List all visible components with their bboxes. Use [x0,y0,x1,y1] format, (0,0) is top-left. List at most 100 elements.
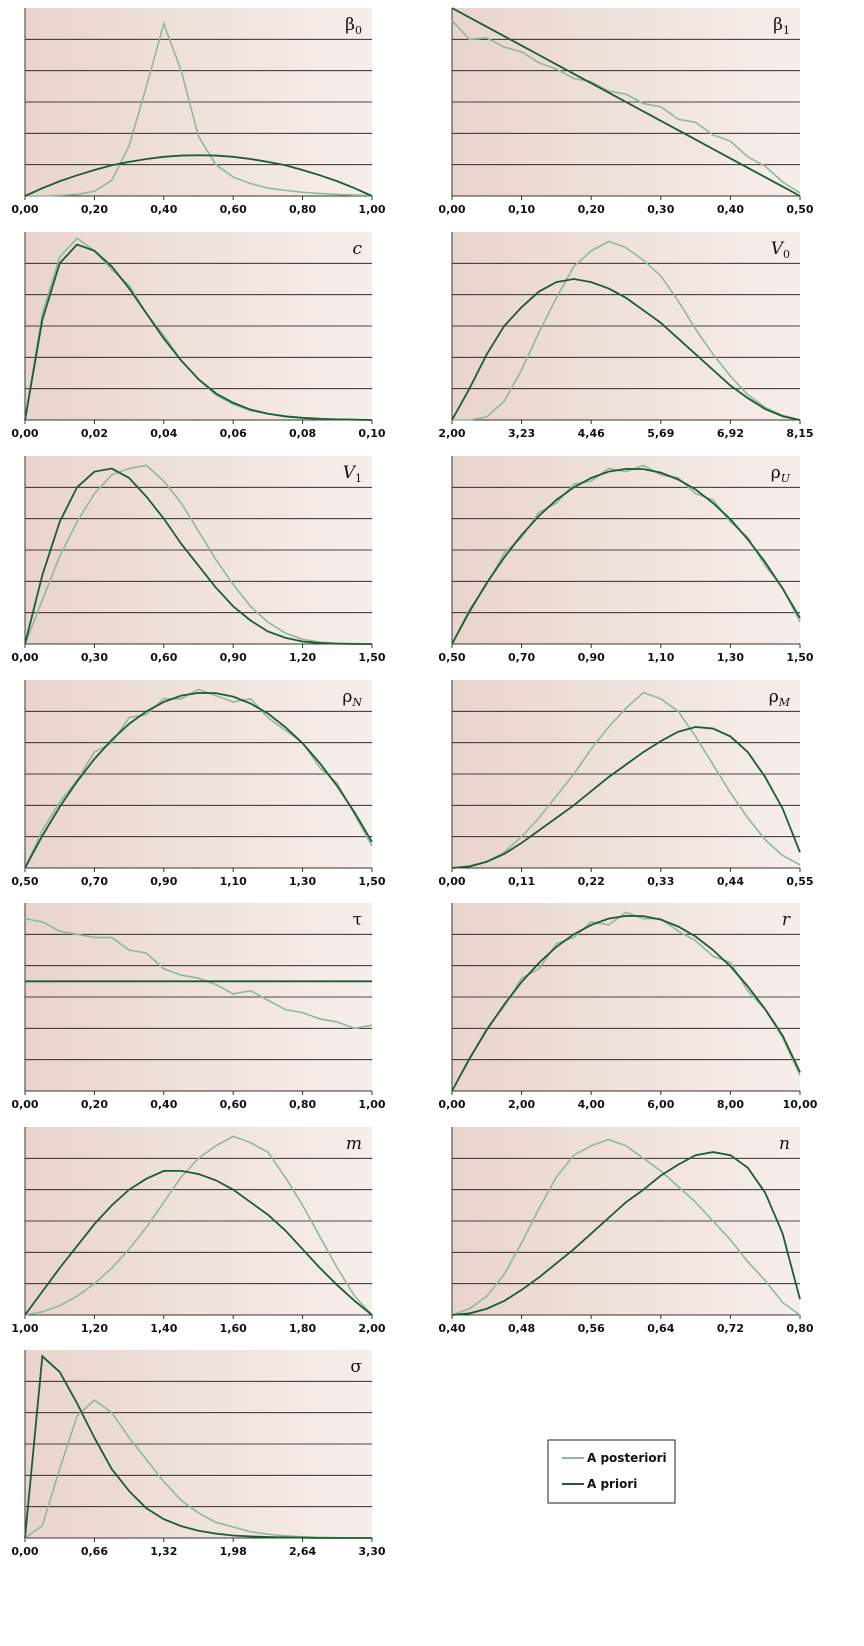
series-line [451,467,801,645]
panel: 0,00 2,00 4,00 6,00 8,00 10,00 r [438,903,818,1111]
panel-symbol: m [346,1134,362,1154]
x-tick-label: 0,60 [150,651,177,664]
panel-symbol: V [771,239,785,259]
x-tick-label: 6,00 [647,1098,674,1111]
x-tick-label: 4,46 [578,427,605,440]
panel-symbol: ρ [769,687,779,707]
x-tick-label: 0,30 [647,203,674,216]
x-tick-label: 0,60 [220,1098,247,1111]
x-tick-label: 0,10 [508,203,535,216]
panel: 0,00 0,10 0,20 0,30 0,40 0,50 β1 [438,7,814,216]
x-tick-label: 0,00 [11,427,38,440]
x-tick-label: 0,90 [150,875,177,888]
x-tick-label: 0,50 [11,875,38,888]
series-line [451,914,801,1092]
x-tick-label: 0,00 [11,1545,38,1558]
panel: 0,00 0,20 0,40 0,60 0,80 1,00 τ [11,903,386,1111]
x-tick-label: 3,30 [358,1545,385,1558]
series-line [24,688,373,869]
x-tick-label: 0,33 [647,875,674,888]
series-line [451,726,801,869]
panel-title: m [346,1134,362,1154]
x-tick-label: 0,80 [289,1098,316,1111]
x-tick-label: 8,00 [717,1098,744,1111]
x-tick-label: 1,10 [220,875,247,888]
legend-label: A priori [587,1477,637,1491]
panel: 0,50 0,70 0,90 1,10 1,30 1,50 ρN [11,680,386,888]
panel: 0,00 0,66 1,32 1,98 2,64 3,30 σ [11,1350,386,1558]
x-tick-label: 1,32 [150,1545,177,1558]
panel-title: c [352,239,362,259]
panel-symbol: V [343,463,357,483]
x-tick-label: 0,60 [220,203,247,216]
x-tick-label: 0,72 [717,1322,744,1335]
series-line [451,19,801,194]
panel-symbol: β [345,15,355,35]
series-line [24,917,373,1030]
legend: A posteriori A priori [547,1439,676,1504]
panel: 2,00 3,23 4,46 5,69 6,92 8,15 V0 [438,232,814,440]
x-tick-label: 2,00 [358,1322,385,1335]
x-tick-label: 5,69 [647,427,674,440]
x-tick-label: 1,30 [289,875,316,888]
series-line [24,691,373,869]
x-tick-label: 1,20 [289,651,316,664]
panel: 0,00 0,11 0,22 0,33 0,44 0,55 ρM [438,680,814,888]
series-line [452,240,801,421]
x-tick-label: 0,90 [220,651,247,664]
x-tick-label: 10,00 [783,1098,818,1111]
x-tick-label: 0,00 [11,1098,38,1111]
x-tick-label: 0,20 [81,203,108,216]
x-tick-label: 0,20 [81,1098,108,1111]
panel-symbol: τ [353,910,362,930]
x-tick-label: 1,50 [358,651,385,664]
x-tick-label: 0,44 [717,875,744,888]
panel-subscript: 1 [355,472,362,485]
x-tick-label: 0,30 [81,651,108,664]
panel-title: β1 [773,15,790,37]
series-line [451,691,801,869]
x-tick-label: 1,80 [289,1322,316,1335]
panel: 0,40 0,48 0,56 0,64 0,72 0,80 n [438,1127,814,1335]
series-line [25,21,373,197]
x-tick-label: 3,23 [508,427,535,440]
x-tick-label: 0,56 [578,1322,605,1335]
x-tick-label: 0,40 [438,1322,465,1335]
panel-title: n [779,1134,790,1154]
x-tick-label: 1,60 [220,1322,247,1335]
series-line [24,154,373,197]
x-tick-label: 0,64 [647,1322,674,1335]
x-tick-label: 2,64 [289,1545,316,1558]
panel-title: V0 [771,239,790,261]
series-line [451,7,801,197]
panel-symbol: n [779,1134,790,1154]
x-tick-label: 0,50 [786,203,813,216]
panel: 0,00 0,30 0,60 0,90 1,20 1,50 V1 [11,456,386,664]
panel-title: r [782,910,791,930]
panel-title: ρU [771,463,791,485]
panel-subscript: 0 [355,24,362,37]
series-line [24,467,372,645]
panel: 0,00 0,02 0,04 0,06 0,08 0,10 c [11,232,386,440]
x-tick-label: 0,00 [11,203,38,216]
legend-label: A posteriori [587,1451,667,1465]
x-tick-label: 0,90 [578,651,605,664]
legend-box [547,1439,676,1504]
panel-symbol: σ [350,1357,362,1377]
x-tick-label: 0,08 [289,427,316,440]
x-tick-label: 6,92 [717,427,744,440]
x-tick-label: 0,70 [81,875,108,888]
x-tick-label: 1,40 [150,1322,177,1335]
panel: 1,00 1,20 1,40 1,60 1,80 2,00 m [11,1127,386,1335]
x-tick-label: 1,98 [220,1545,247,1558]
panel-symbol: r [782,910,791,930]
x-tick-label: 0,40 [150,1098,177,1111]
x-tick-label: 0,50 [438,651,465,664]
panel-title: β0 [345,15,362,37]
series-line [451,1151,801,1316]
x-tick-label: 0,48 [508,1322,535,1335]
x-tick-label: 0,00 [11,651,38,664]
x-tick-label: 1,10 [647,651,674,664]
x-tick-label: 4,00 [578,1098,605,1111]
